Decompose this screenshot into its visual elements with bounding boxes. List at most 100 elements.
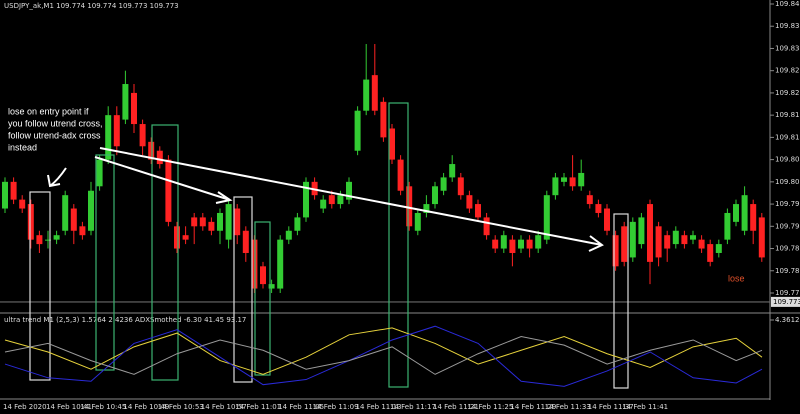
candle-body	[595, 204, 602, 213]
candle-body	[509, 239, 516, 253]
candle-body	[389, 128, 395, 160]
box	[388, 102, 409, 388]
annotation: lose on entry point if	[8, 106, 89, 116]
candle-body	[690, 235, 696, 240]
last-price-box	[771, 296, 800, 307]
x-tick-label: 14 Feb 11:13	[356, 403, 402, 411]
last-price-label: 109.773	[773, 298, 800, 306]
candle-body	[62, 195, 69, 231]
candle-body	[45, 239, 51, 241]
candle-body	[535, 235, 542, 249]
candle-body	[88, 190, 94, 231]
candle-body	[586, 195, 593, 205]
x-tick-label: 14 Feb 10:41	[46, 403, 92, 411]
candle-body	[260, 266, 266, 285]
candle-body	[242, 230, 249, 253]
candle-body	[500, 235, 507, 249]
candle-body	[724, 212, 731, 240]
candle-body	[70, 208, 77, 231]
candle-body	[303, 181, 309, 218]
x-tick-label: 14 Feb 10:45	[80, 403, 126, 411]
candle-body	[53, 235, 60, 240]
box	[233, 196, 253, 383]
indicator-title: ultra trend M1 (2,5,3) 1.5764 2.4236 ADX…	[4, 316, 246, 324]
candle-body	[148, 141, 155, 160]
candle-body	[320, 199, 327, 209]
box	[95, 154, 115, 371]
y-tick-label: 109.800	[775, 178, 800, 186]
y-tick-label: 109.780	[775, 267, 800, 275]
arrow	[94, 156, 233, 204]
x-tick-label: 14 Feb 11:05	[278, 403, 324, 411]
candle-body	[655, 226, 662, 258]
candle-body	[466, 195, 473, 209]
candle-body	[492, 239, 499, 249]
y-tick-label: 109.805	[775, 156, 800, 164]
candle-body	[10, 181, 17, 200]
arrows	[47, 147, 604, 252]
annotation-boxes	[29, 102, 629, 389]
candle-body	[174, 226, 180, 249]
box	[254, 221, 271, 376]
candle-body	[397, 159, 404, 191]
candle-body	[707, 244, 714, 262]
candle-body	[604, 208, 610, 231]
candle-body	[199, 217, 206, 227]
candle-body	[285, 230, 292, 240]
candle-body	[208, 221, 215, 231]
y-tick-label: 109.775	[775, 289, 800, 297]
candle-body	[122, 84, 129, 120]
x-tick-label: 14 Feb 11:09	[313, 403, 359, 411]
x-tick-label: 14 Feb 11:41	[622, 403, 668, 411]
candle-body	[621, 226, 628, 262]
candle-body	[113, 115, 120, 147]
candle-body	[156, 150, 163, 165]
candle-body	[354, 110, 361, 151]
candle-body	[578, 172, 585, 187]
y-tick-label: 109.840	[775, 0, 800, 8]
x-tick-label: 14 Feb 11:21	[433, 403, 479, 411]
y-tick-label: 109.810	[775, 133, 800, 141]
candle-body	[664, 235, 671, 249]
annotation: lose	[728, 273, 745, 283]
y-tick-label: 109.830	[775, 44, 800, 52]
x-tick-label: 14 Feb 11:29	[510, 403, 556, 411]
candle-body	[217, 212, 223, 231]
candle-body	[698, 239, 705, 249]
y-tick-label: 109.825	[775, 67, 800, 75]
chart-title: USDJPY_ak,M1 109.774 109.774 109.773 109…	[4, 2, 179, 10]
candle-body	[79, 226, 86, 236]
candle-body	[139, 124, 146, 147]
candle-body	[328, 195, 335, 205]
candle-body	[672, 230, 679, 245]
candle-body	[569, 177, 576, 187]
candle-body	[2, 181, 8, 209]
arrow	[99, 147, 604, 252]
candle-body	[19, 199, 26, 209]
x-tick-label: 14 Feb 11:33	[545, 403, 591, 411]
x-tick-label: 14 Feb 10:53	[158, 403, 204, 411]
candle-body	[251, 239, 258, 289]
candle-body	[191, 217, 198, 227]
candle-body	[733, 204, 739, 222]
candle-body	[406, 186, 413, 227]
x-tick-label: 14 Feb 11:01	[235, 403, 281, 411]
candle-body	[363, 79, 370, 111]
candle-body	[552, 177, 559, 196]
candle-body	[432, 186, 438, 205]
candle-body	[475, 204, 481, 218]
x-tick-label: 14 Feb 10:57	[201, 403, 247, 411]
y-tick-label: 109.785	[775, 245, 800, 253]
candle-body	[629, 221, 636, 258]
annotation: instead	[8, 142, 37, 152]
candle-body	[36, 235, 43, 245]
x-tick-label: 14 Feb 2020	[3, 403, 47, 411]
candle-body	[483, 217, 490, 236]
box	[29, 191, 51, 381]
candle-body	[96, 159, 103, 187]
candle-body	[346, 181, 352, 200]
candle-body	[182, 235, 189, 240]
x-tick-label: 14 Feb 11:37	[588, 403, 634, 411]
candle-body	[225, 204, 232, 240]
